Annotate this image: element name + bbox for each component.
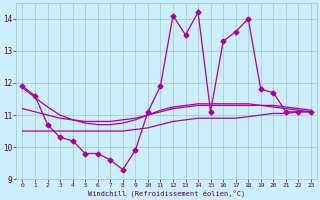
X-axis label: Windchill (Refroidissement éolien,°C): Windchill (Refroidissement éolien,°C) [88, 190, 245, 197]
